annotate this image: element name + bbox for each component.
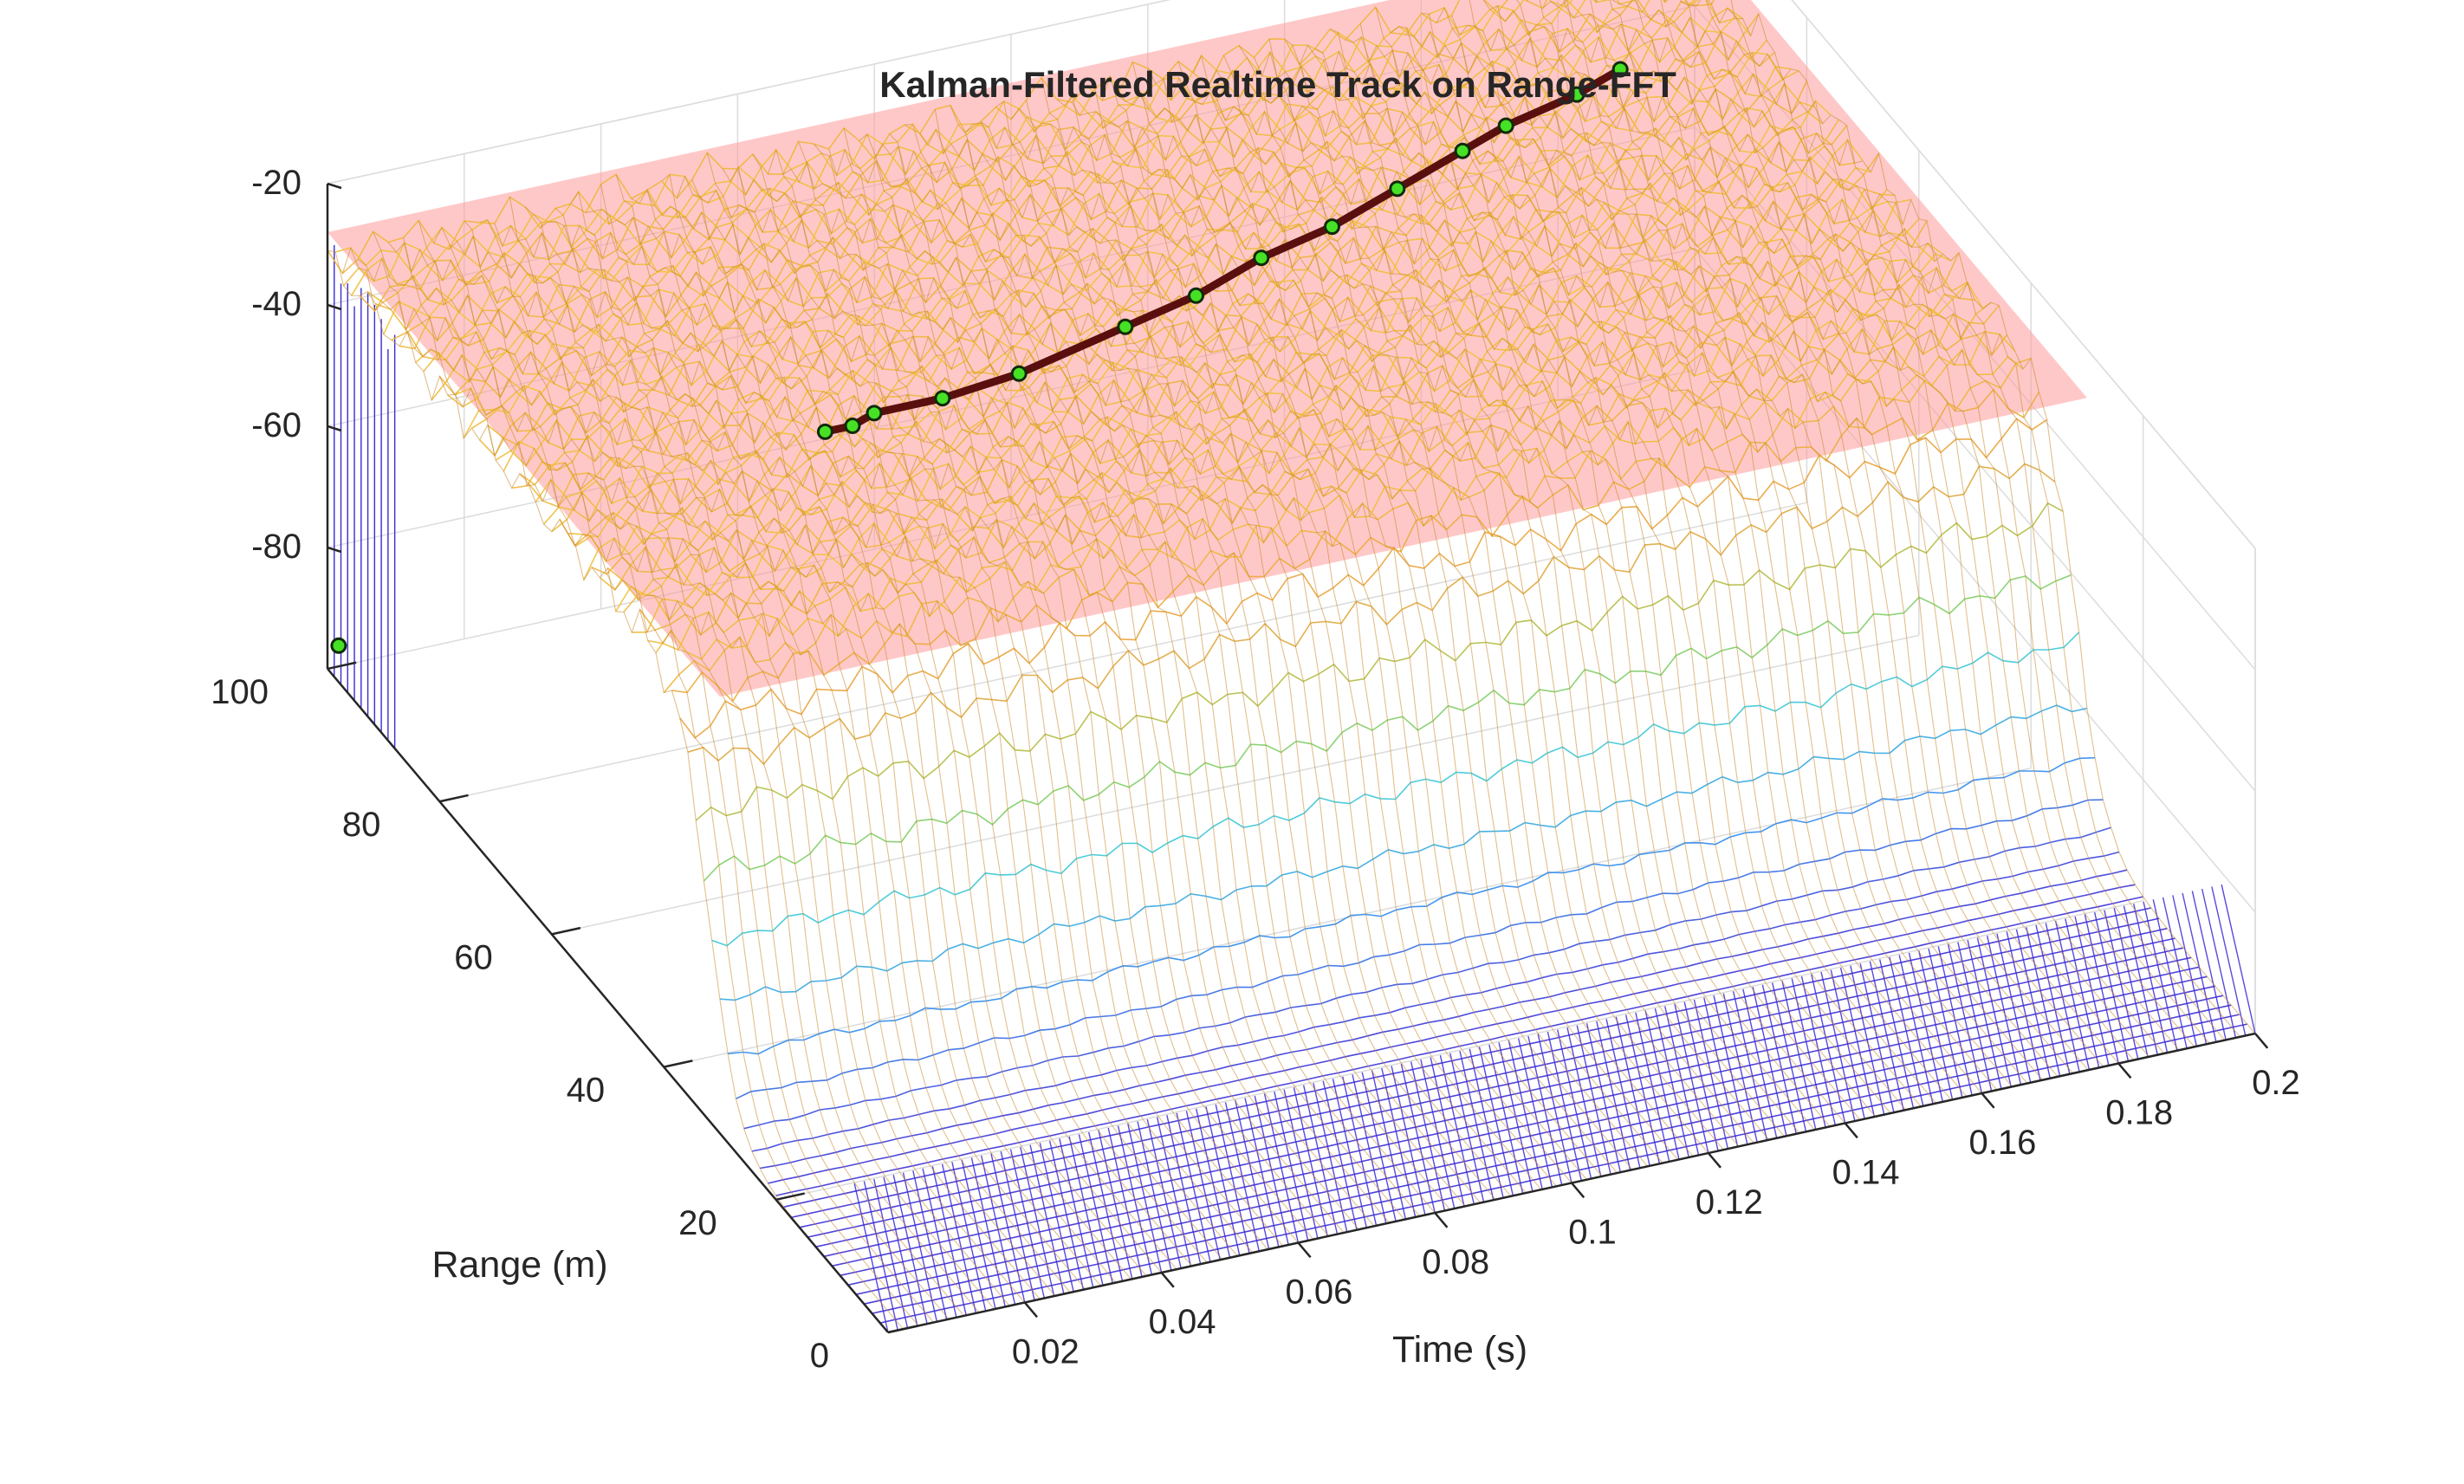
x-axis-title: Time (s) — [1392, 1329, 1527, 1371]
x-tick-label: 0.12 — [1696, 1183, 1763, 1222]
x-tick-label: 0.04 — [1149, 1303, 1216, 1341]
track-point — [330, 637, 347, 654]
track-point — [816, 423, 833, 440]
x-tick-label: 0.16 — [1968, 1124, 2036, 1162]
tick-labels: 0.02 0.04 0.06 0.08 0.1 0.12 0.14 0.16 0.18 0.2 0 2… — [211, 164, 2300, 1375]
track-point — [1389, 180, 1406, 198]
track-point — [1010, 365, 1028, 382]
y-tick-label: 20 — [678, 1204, 717, 1242]
z-tick-label: -60 — [251, 406, 302, 444]
track-point — [1497, 117, 1514, 134]
y-tick-label: 80 — [342, 806, 381, 844]
y-tick-label: 60 — [454, 938, 493, 976]
y-tick-label: 40 — [567, 1072, 606, 1110]
y-tick-label: 0 — [810, 1337, 829, 1375]
chart-title: Kalman-Filtered Realtime Track on Range-… — [879, 64, 1676, 105]
range-fft-surface — [327, 0, 2256, 1333]
track-point — [1568, 86, 1585, 103]
x-tick-label: 0.1 — [1568, 1214, 1617, 1252]
track-point — [1117, 318, 1134, 335]
y-axis-line — [327, 668, 889, 1333]
track-point — [1324, 218, 1340, 236]
x-tick-label: 0.06 — [1285, 1273, 1352, 1312]
x-tick-label: 0.08 — [1422, 1243, 1489, 1281]
track-point — [1253, 249, 1270, 267]
x-tick-label: 0.18 — [2105, 1094, 2173, 1132]
x-tick-label: 0.14 — [1832, 1154, 1900, 1192]
track-point — [866, 405, 883, 422]
z-tick-label: -40 — [251, 285, 302, 323]
track-point — [1454, 142, 1471, 159]
kalman-track — [330, 61, 1629, 654]
y-axis-title: Range (m) — [431, 1244, 607, 1286]
x-tick-label: 0.02 — [1012, 1333, 1080, 1371]
track-point — [1611, 61, 1629, 78]
track-point — [1188, 287, 1204, 304]
x-tick-label: 0.2 — [2252, 1064, 2300, 1102]
track-point — [934, 390, 951, 407]
z-tick-label: -20 — [251, 164, 302, 202]
z-tick-label: -80 — [251, 528, 302, 566]
track-point — [844, 418, 861, 434]
y-tick-label: 100 — [211, 673, 269, 711]
